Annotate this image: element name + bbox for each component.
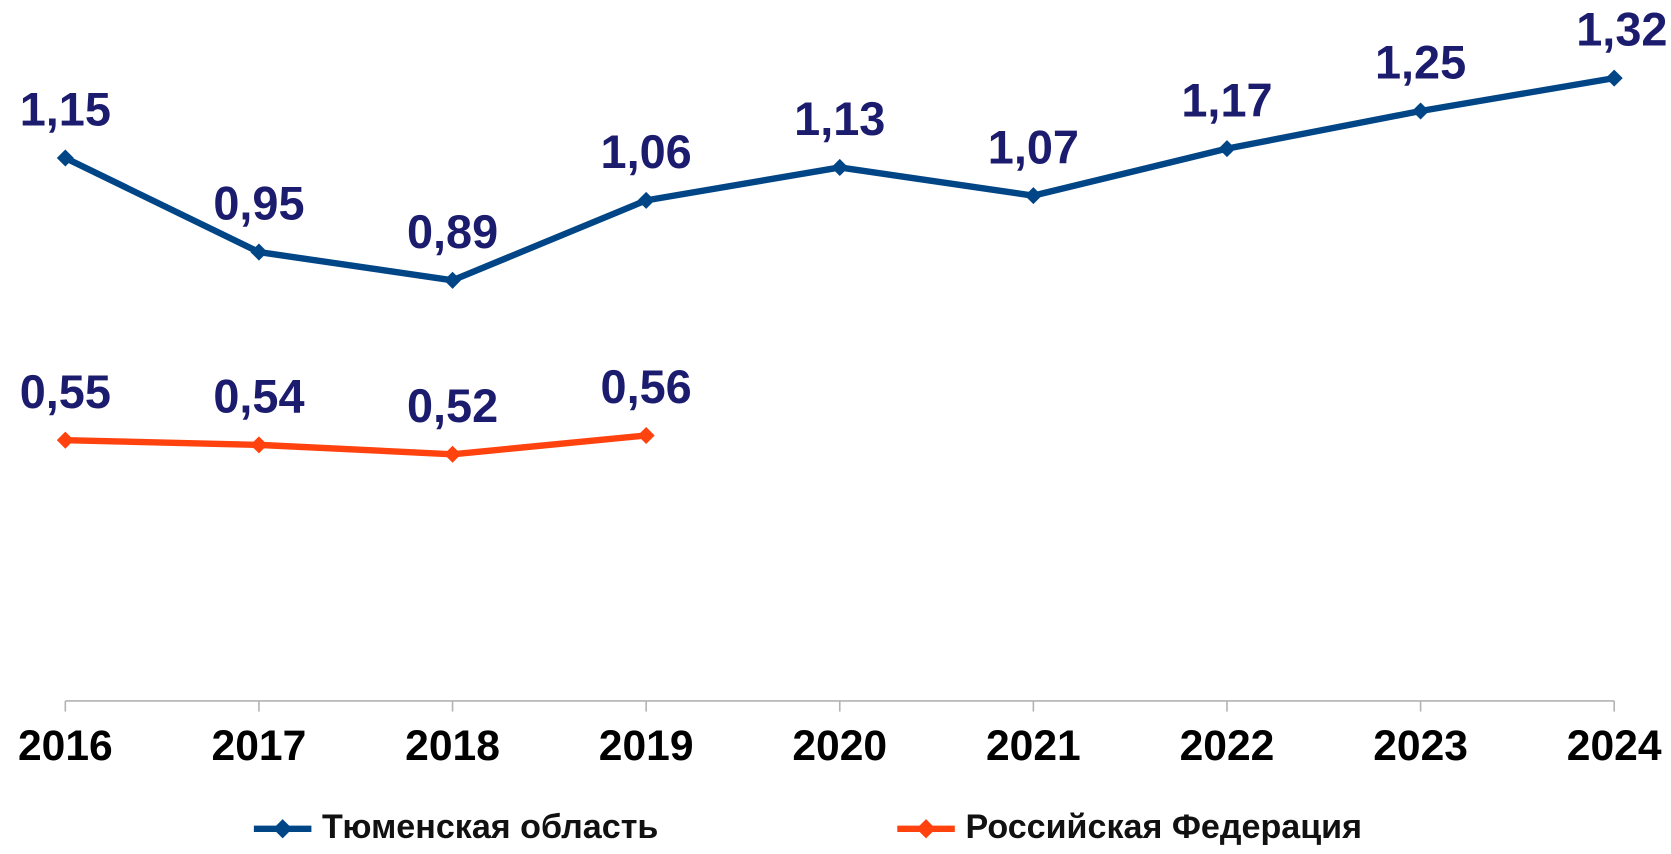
data-label: 1,17 [1181, 74, 1272, 126]
legend-label: Тюменская область [322, 808, 658, 846]
point [1605, 69, 1623, 87]
point [250, 243, 268, 261]
data-label: 1,13 [794, 93, 885, 145]
data-label: 1,07 [988, 121, 1079, 173]
x-tick-label: 2017 [212, 722, 307, 770]
data-label: 0,89 [407, 206, 498, 258]
data-label: 0,95 [213, 178, 304, 230]
data-label: 1,25 [1375, 37, 1466, 89]
x-tick-label: 2022 [1180, 722, 1275, 770]
x-tick-label: 2018 [405, 722, 500, 770]
point [56, 149, 74, 167]
x-tick-label: 2024 [1567, 722, 1662, 770]
x-tick-label: 2020 [792, 722, 887, 770]
series-line [65, 432, 647, 458]
point [637, 191, 655, 209]
x-tick-label: 2019 [599, 722, 694, 770]
data-label: 1,32 [1576, 4, 1667, 56]
legend-marker [273, 819, 293, 839]
point [1412, 102, 1430, 120]
data-label: 1,06 [601, 126, 692, 178]
data-label: 0,56 [601, 361, 692, 413]
x-tick-label: 2021 [986, 722, 1081, 770]
x-tick-label: 2016 [18, 722, 113, 770]
data-label: 0,52 [407, 380, 498, 432]
point [831, 158, 849, 176]
point [56, 431, 74, 449]
legend-marker [916, 819, 936, 839]
point [444, 271, 462, 289]
data-label: 0,54 [213, 371, 304, 423]
point [637, 426, 655, 444]
point [1024, 187, 1042, 205]
x-tick-label: 2023 [1373, 722, 1468, 770]
legend-label: Российская Федерация [965, 808, 1362, 846]
point [250, 436, 268, 454]
point [1218, 140, 1236, 158]
point [444, 445, 462, 463]
data-label: 1,15 [20, 84, 111, 136]
data-label: 0,55 [20, 366, 111, 418]
